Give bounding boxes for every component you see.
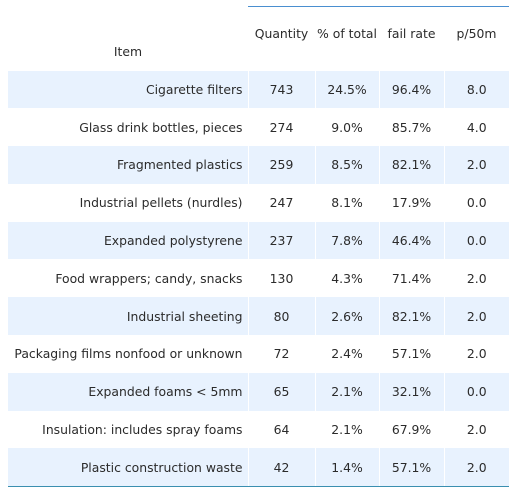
cell-item: Industrial pellets (nurdles) [79,195,243,211]
cell-p50m: 2.0 [443,146,509,184]
cell-item: Insulation: includes spray foams [42,422,243,438]
cell-fail-rate: 57.1% [378,448,444,487]
table-header: Item Quantity % of total fail rate p/50m [8,6,509,71]
table-row: Industrial sheeting 80 2.6% 82.1% 2.0 [8,297,509,336]
cell-fail-rate: 96.4% [378,70,444,109]
cell-quantity: 65 [247,372,315,411]
column-header-item: Item [113,44,143,59]
cell-item: Plastic construction waste [8,448,248,487]
cell-p50m: 2.0 [443,335,509,373]
column-header-p50m: p/50m [444,6,509,71]
cell-fail-rate: 82.1% [378,146,444,184]
column-header-quantity: Quantity [248,6,315,71]
cell-p50m: 2.0 [443,410,509,449]
table-row: Food wrappers; candy, snacks 130 4.3% 71.4%… [8,259,509,298]
cell-quantity: 80 [247,297,315,336]
cell-item: Food wrappers; candy, snacks [55,270,243,286]
cell-percent-total: 2.1% [314,410,379,449]
table-row: Fragmented plastics 259 8.5% 82.1% 2.0 [8,146,509,184]
cell-item: Fragmented plastics [8,146,248,184]
cell-fail-rate: 85.7% [378,108,444,147]
cell-quantity: 247 [247,183,315,222]
cell-item: Expanded foams < 5mm [8,372,248,411]
table-row: Industrial pellets (nurdles) 247 8.1% 17.9%… [8,183,509,222]
cell-quantity: 743 [247,70,315,109]
cell-percent-total: 2.4% [314,335,379,373]
table-body: Cigarette filters 743 24.5% 96.4% 8.0 Glass d… [8,70,509,487]
column-header-percent-total: % of total [315,6,379,71]
cell-percent-total: 2.6% [314,297,379,336]
table-row: Packaging films nonfood or unknown 72 2.4%… [8,335,509,373]
cell-quantity: 259 [247,146,315,184]
cell-percent-total: 8.5% [314,146,379,184]
data-table: Item Quantity % of total fail rate p/50m… [8,6,509,487]
cell-p50m: 8.0 [443,70,509,109]
cell-p50m: 2.0 [443,259,509,298]
cell-fail-rate: 67.9% [378,410,444,449]
column-header-fail-rate: fail rate [379,6,444,71]
cell-fail-rate: 46.4% [378,221,444,260]
cell-quantity: 42 [247,448,315,487]
cell-item: Packaging films nonfood or unknown [14,346,243,362]
cell-p50m: 4.0 [443,108,509,147]
cell-quantity: 237 [247,221,315,260]
cell-p50m: 0.0 [443,221,509,260]
cell-percent-total: 4.3% [314,259,379,298]
cell-p50m: 2.0 [443,448,509,487]
table-row: Expanded polystyrene 237 7.8% 46.4% 0.0 [8,221,509,260]
cell-fail-rate: 17.9% [378,183,444,222]
cell-item: Expanded polystyrene [8,221,248,260]
table-row: Cigarette filters 743 24.5% 96.4% 8.0 [8,70,509,109]
cell-quantity: 64 [247,410,315,449]
table-row: Expanded foams < 5mm 65 2.1% 32.1% 0.0 [8,372,509,411]
cell-percent-total: 8.1% [314,183,379,222]
cell-fail-rate: 57.1% [378,335,444,373]
cell-quantity: 130 [247,259,315,298]
cell-fail-rate: 82.1% [378,297,444,336]
cell-p50m: 2.0 [443,297,509,336]
cell-fail-rate: 32.1% [378,372,444,411]
cell-quantity: 274 [247,108,315,147]
cell-percent-total: 7.8% [314,221,379,260]
cell-percent-total: 9.0% [314,108,379,147]
table-row: Plastic construction waste 42 1.4% 57.1% 2.0 [8,448,509,487]
table-row: Insulation: includes spray foams 64 2.1% 67… [8,410,509,449]
cell-p50m: 0.0 [443,183,509,222]
table-row: Glass drink bottles, pieces 274 9.0% 85.7% 4… [8,108,509,147]
data-table-container: Item Quantity % of total fail rate p/50m… [8,6,509,487]
cell-item: Glass drink bottles, pieces [79,119,243,135]
cell-fail-rate: 71.4% [378,259,444,298]
header-row: Item Quantity % of total fail rate p/50m [8,6,509,71]
cell-p50m: 0.0 [443,372,509,411]
cell-percent-total: 1.4% [314,448,379,487]
cell-percent-total: 2.1% [314,372,379,411]
cell-quantity: 72 [247,335,315,373]
cell-item: Industrial sheeting [8,297,248,336]
cell-percent-total: 24.5% [314,70,379,109]
cell-item: Cigarette filters [8,70,248,109]
